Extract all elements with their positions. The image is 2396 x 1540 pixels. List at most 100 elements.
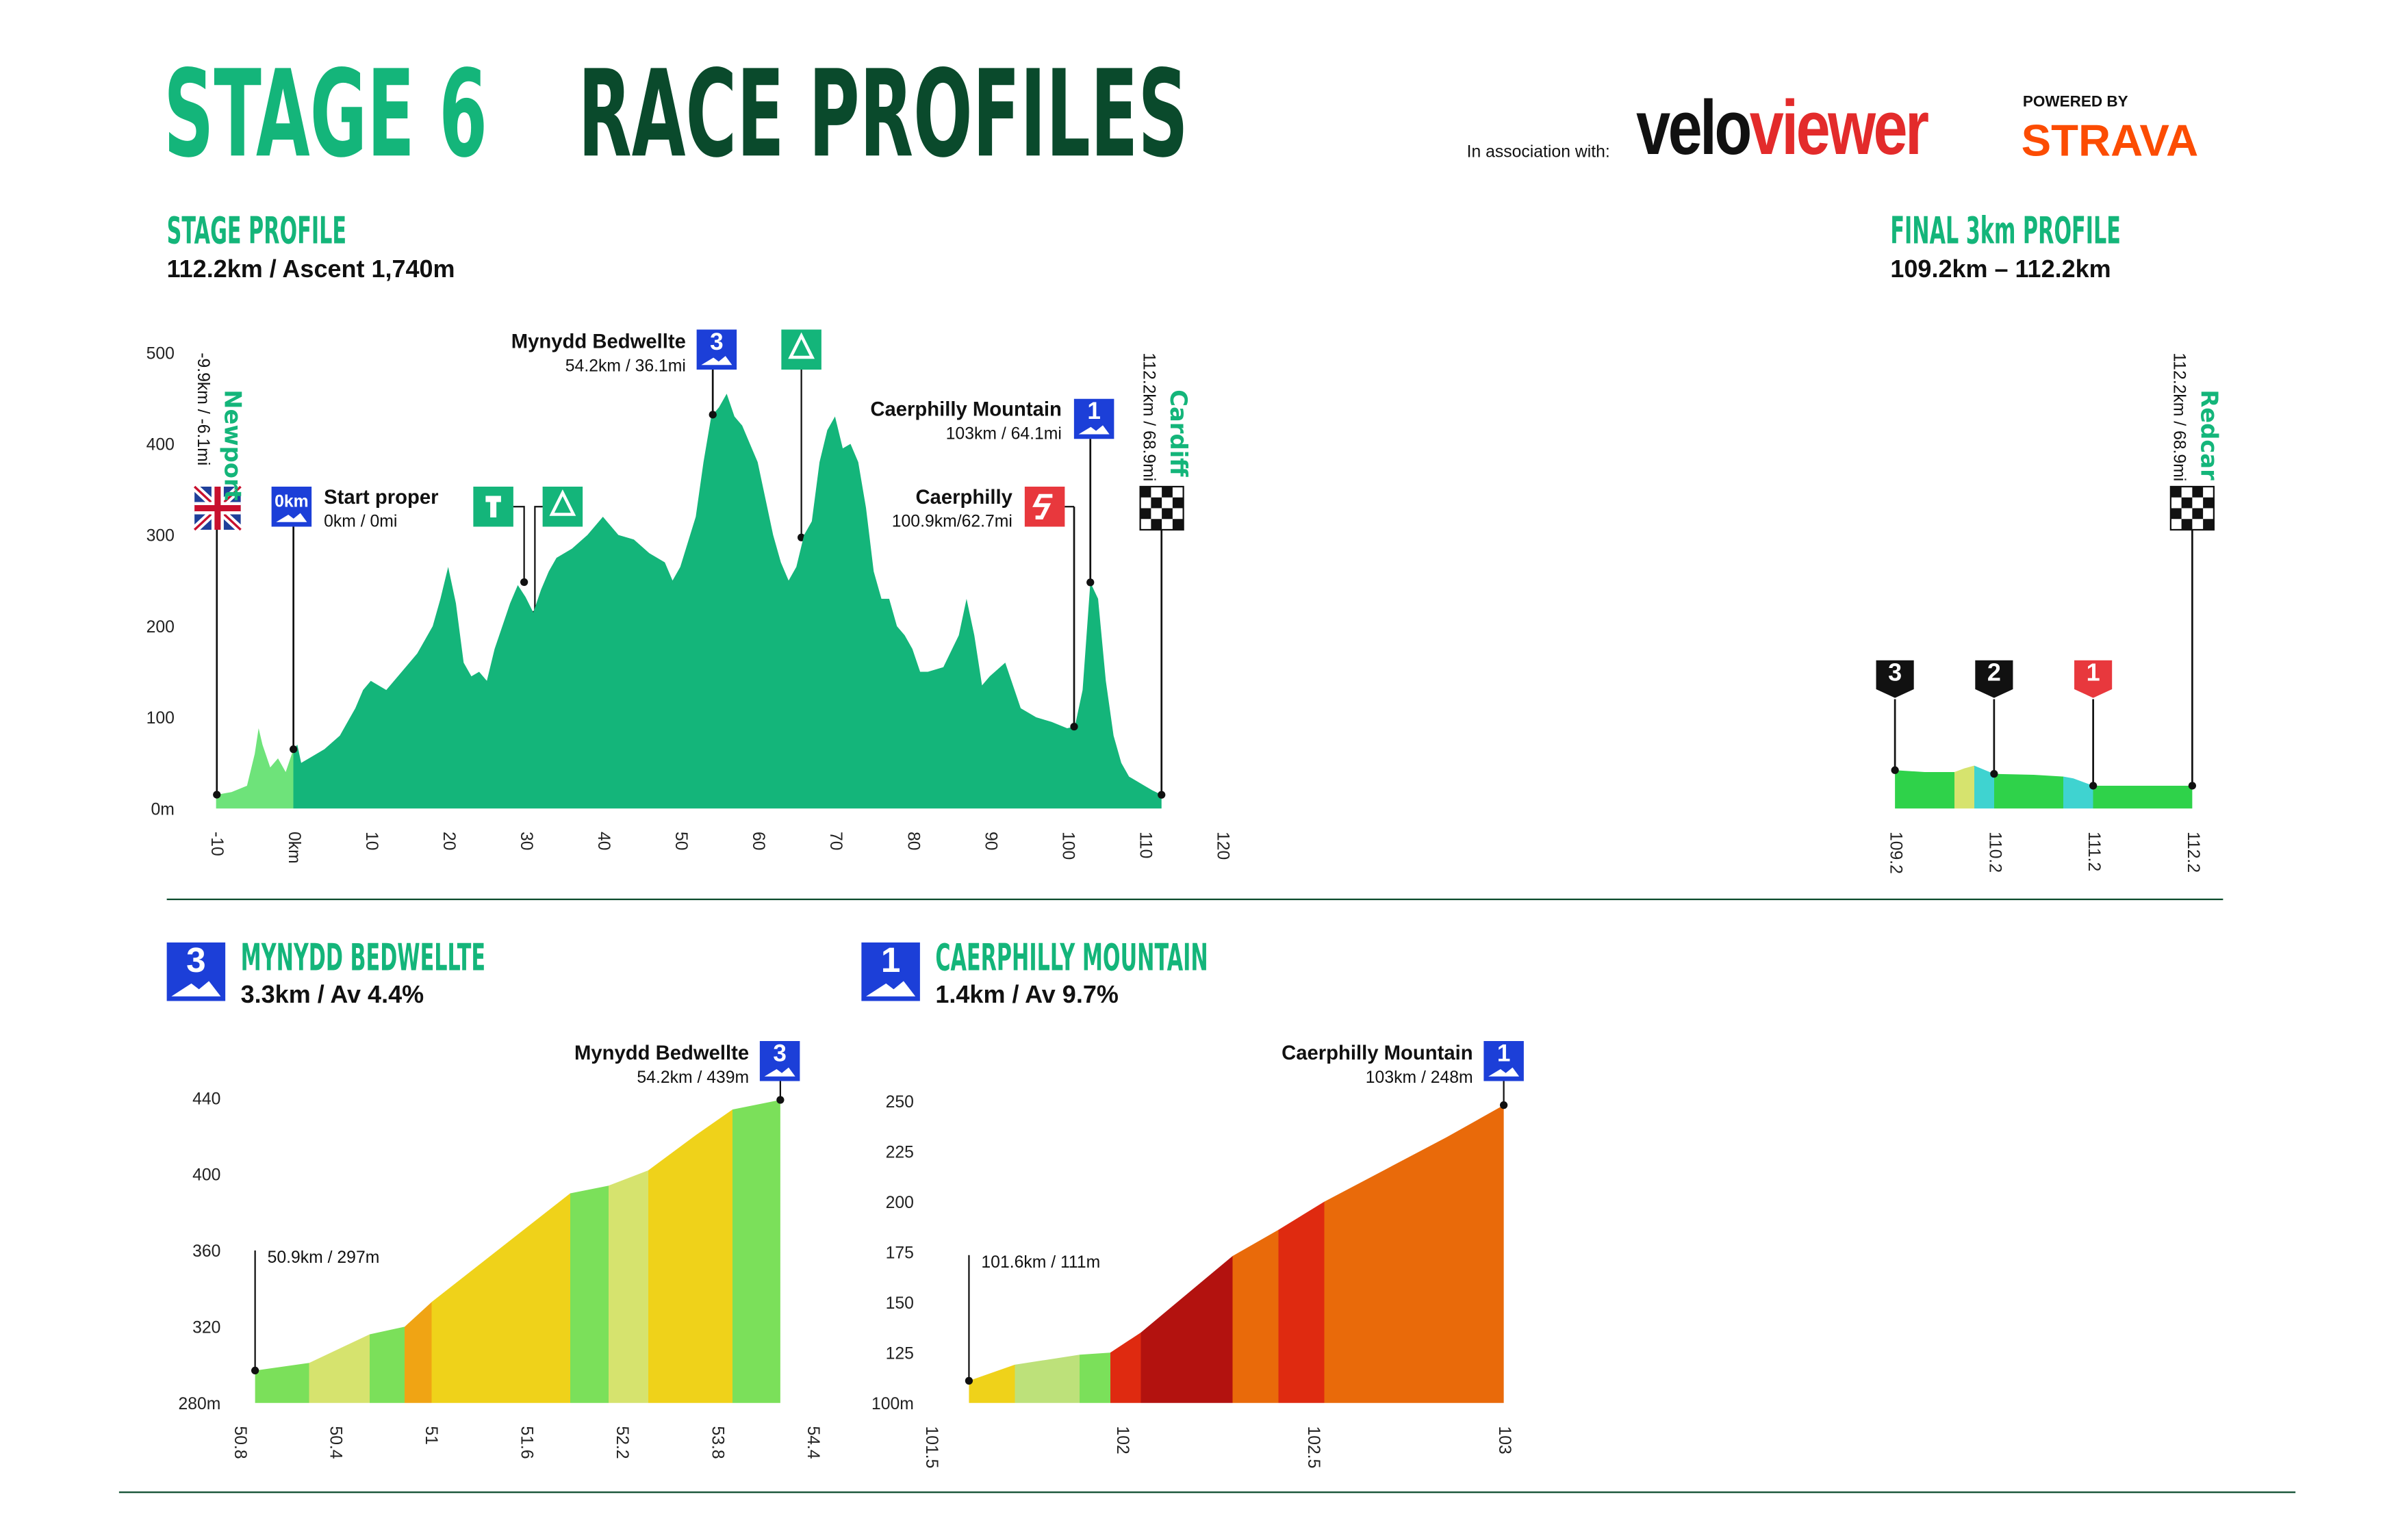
- marker-name: Cardiff: [1165, 389, 1192, 477]
- badge-mountain: [171, 981, 221, 997]
- x-tick-label: 51.6: [517, 1426, 535, 1459]
- marker-name: Mynydd Bedwellte: [511, 331, 686, 353]
- start-label: 50.9km / 297m: [268, 1248, 380, 1267]
- summit-dot: [776, 1096, 785, 1104]
- badge-text: 0km: [275, 492, 309, 511]
- chart-subtitle: 1.4km / Av 9.7%: [935, 980, 1119, 1008]
- y-tick-label: 300: [146, 527, 175, 546]
- flag-square: [2170, 508, 2182, 519]
- badge-text: 2: [1987, 658, 2001, 686]
- badge-mountain: [1488, 1067, 1520, 1077]
- badge-text: 3: [773, 1040, 787, 1066]
- partner: STRAVA: [2022, 115, 2199, 165]
- route-icons: [473, 329, 821, 619]
- badge-text: 1: [1497, 1040, 1511, 1066]
- flag-square: [1162, 508, 1173, 519]
- flag-square: [2192, 508, 2204, 519]
- x-tick-label: 109.2: [1887, 832, 1905, 874]
- chart-subtitle: 109.2km – 112.2km: [1890, 255, 2111, 283]
- badge-text: 1: [881, 940, 901, 979]
- x-tick-label: 54.4: [804, 1426, 822, 1459]
- association: In association with:: [1467, 143, 1610, 162]
- marker-dot: [709, 411, 717, 419]
- badge-mountain: [1078, 425, 1110, 435]
- marker-dot: [1990, 770, 1998, 778]
- flag-square: [1151, 497, 1162, 509]
- logo-part: viewer: [1750, 84, 1929, 170]
- climb-glyph: [549, 489, 576, 516]
- icon-dot: [520, 578, 528, 587]
- y-tick-label: 225: [886, 1143, 914, 1162]
- flag-square: [2181, 497, 2193, 509]
- marker-label: 112.2km / 68.9mi: [2170, 352, 2189, 481]
- start-label: 101.6km / 111m: [981, 1253, 1100, 1272]
- x-tick-label: 80: [904, 832, 922, 851]
- x-tick-label: 50: [672, 832, 690, 851]
- x-tick-label: 90: [981, 832, 999, 851]
- badge-mountain: [276, 513, 307, 522]
- y-tick-label: 250: [886, 1093, 914, 1112]
- marker-name: Caerphilly: [915, 487, 1012, 509]
- logo: veloviewer: [1636, 84, 1928, 170]
- summit-label: 54.2km / 439m: [637, 1068, 749, 1087]
- y-tick-label: 360: [192, 1242, 220, 1261]
- marker-label: 0km / 0mi: [324, 513, 397, 531]
- feed-glyph: [485, 496, 501, 517]
- marker-name: Redcar: [2195, 389, 2222, 480]
- y-tick-label: 150: [886, 1294, 914, 1313]
- icon-line: [534, 506, 543, 615]
- y-tick-label: 280m: [178, 1395, 220, 1413]
- elevation-area: [1895, 765, 2193, 809]
- x-tick-label: 101.5: [922, 1426, 941, 1469]
- y-tick-label: 200: [146, 618, 175, 637]
- elevation-area: [216, 394, 1162, 809]
- chart-title: FINAL 3km PROFILE: [1890, 209, 2121, 253]
- y-tick-label: 400: [192, 1166, 220, 1185]
- summit-name: Mynydd Bedwellte: [574, 1042, 749, 1064]
- badge: [1972, 658, 2015, 701]
- badge-mountain: [764, 1067, 795, 1077]
- badge-text: 1: [1087, 398, 1101, 424]
- summit-name: Caerphilly Mountain: [1282, 1042, 1473, 1064]
- y-tick-label: 440: [192, 1090, 220, 1108]
- marker-label: 54.2km / 36.1mi: [565, 357, 686, 375]
- marker-dot: [290, 745, 298, 754]
- x-tick-label: 70: [826, 832, 845, 851]
- climb-glyph: [788, 332, 815, 359]
- badge: [1874, 658, 1917, 701]
- badge-text: 3: [186, 940, 206, 979]
- marker-dot: [213, 791, 221, 799]
- x-tick-label: -10: [207, 832, 226, 856]
- marker-name: Start proper: [324, 487, 438, 509]
- flag-square: [1140, 487, 1151, 498]
- flag-square: [2192, 487, 2204, 498]
- y-tick-label: 200: [886, 1194, 914, 1212]
- flag-square: [2203, 497, 2214, 509]
- x-tick-label: 50.8: [231, 1426, 249, 1459]
- elevation-area: [969, 1105, 1504, 1403]
- marker-dot: [1086, 578, 1095, 587]
- x-tick-label: 112.2: [2184, 832, 2202, 873]
- y-tick-label: 400: [146, 435, 175, 454]
- summit-label: 103km / 248m: [1366, 1068, 1473, 1087]
- badge-text: 1: [2087, 658, 2100, 686]
- marker-name: Newport: [220, 389, 246, 500]
- start-dot: [251, 1366, 259, 1375]
- flag-square: [1172, 497, 1184, 509]
- logo-part: velo: [1636, 84, 1750, 170]
- x-tick-label: 10: [362, 832, 381, 851]
- chart-title: MYNYDD BEDWELLTE: [241, 936, 485, 979]
- flag-square: [1140, 508, 1151, 519]
- badge-mountain: [701, 356, 732, 365]
- y-tick-label: 100m: [871, 1395, 914, 1413]
- flag-square: [1172, 519, 1184, 530]
- badge-text: 3: [710, 329, 724, 355]
- marker-name: Caerphilly Mountain: [870, 399, 1062, 421]
- x-tick-label: 50.4: [326, 1426, 344, 1459]
- x-tick-label: 60: [749, 832, 767, 851]
